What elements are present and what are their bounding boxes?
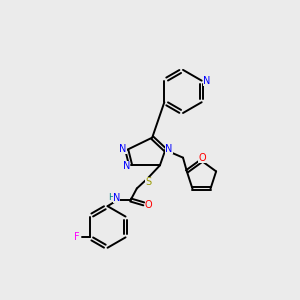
- Text: N: N: [202, 76, 210, 86]
- Text: N: N: [123, 161, 130, 171]
- Text: N: N: [119, 144, 127, 154]
- Text: N: N: [166, 144, 173, 154]
- Text: N: N: [113, 193, 121, 203]
- Text: H: H: [108, 193, 115, 202]
- Text: F: F: [74, 232, 80, 242]
- Text: O: O: [145, 200, 152, 210]
- Text: S: S: [145, 177, 152, 187]
- Text: O: O: [198, 153, 206, 163]
